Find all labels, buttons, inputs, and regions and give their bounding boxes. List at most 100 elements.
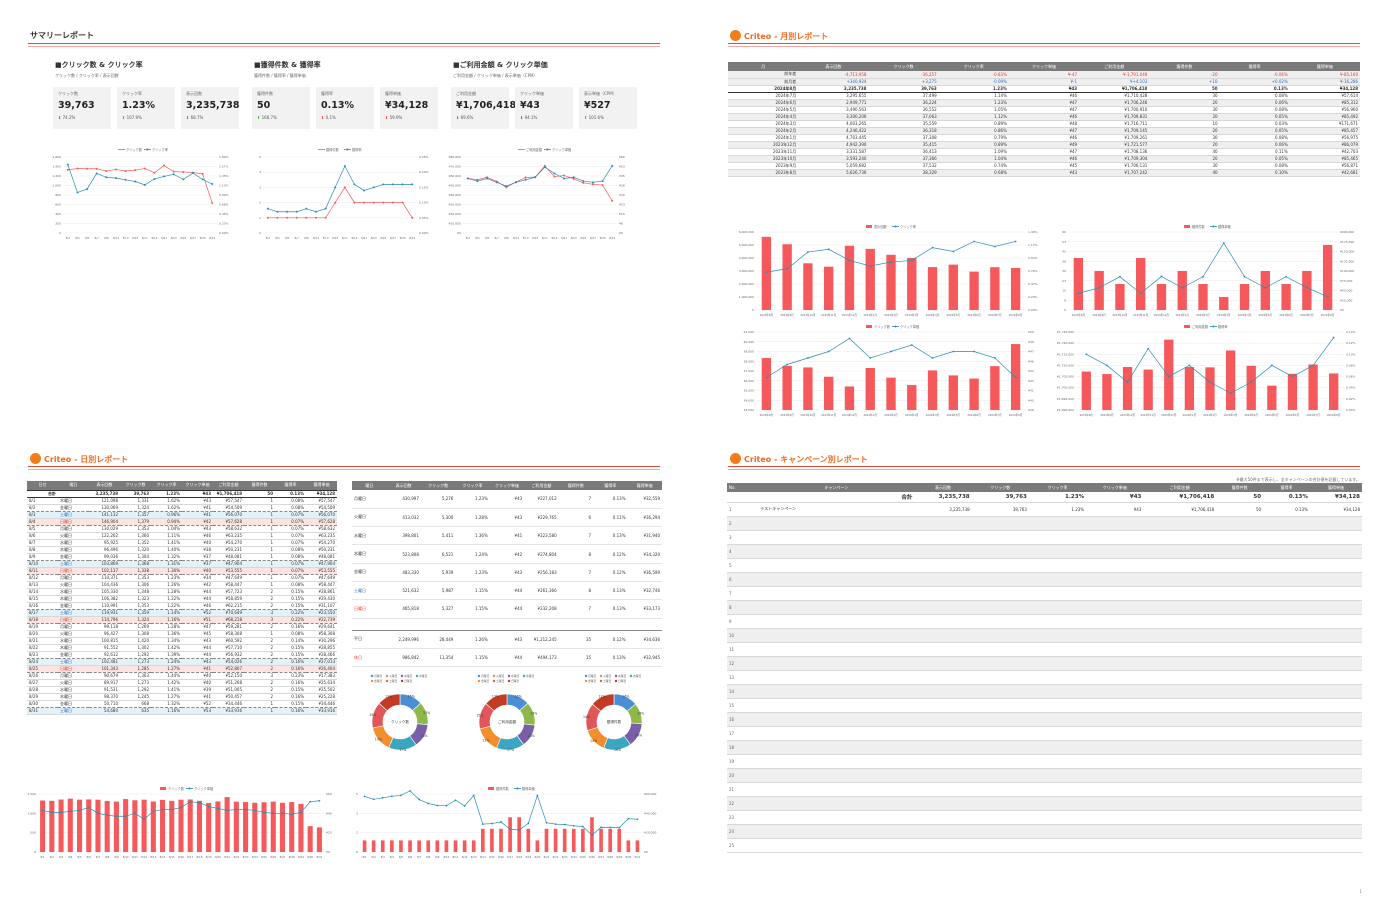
table-cell xyxy=(1309,572,1362,587)
point xyxy=(124,815,127,818)
column-header: 曜日 xyxy=(58,481,89,490)
table-cell xyxy=(1216,530,1264,545)
table-cell: 5,411 xyxy=(420,526,456,546)
x-tick-label: 8/23 xyxy=(171,236,177,240)
table-cell xyxy=(1263,782,1310,797)
bar xyxy=(132,800,138,852)
table-cell: 110,371 xyxy=(89,574,120,582)
bar xyxy=(362,840,367,852)
table-cell: ¥44 xyxy=(182,588,213,596)
slice-label: 14% xyxy=(528,734,535,738)
table-cell: ¥51 xyxy=(182,616,213,624)
legend-label: 獲得率 xyxy=(1218,324,1228,329)
y-tick-label: 5 xyxy=(356,792,358,796)
column-header: クリック単価 xyxy=(1008,62,1080,71)
table-cell xyxy=(1263,768,1310,783)
y-tick-label: 0 xyxy=(34,850,36,854)
table-cell: ¥256,183 xyxy=(524,563,559,582)
x-tick-label: 8/17 xyxy=(187,855,193,859)
chart-legend: 獲得件数 獲得率 xyxy=(318,147,362,152)
table-cell: 0.13% xyxy=(593,599,628,619)
table-row: 5 xyxy=(727,558,1362,573)
table-cell: ¥68,218 xyxy=(213,616,244,624)
table-cell: 2 xyxy=(244,665,275,673)
table-row: 10 xyxy=(727,628,1362,643)
point xyxy=(133,812,136,815)
legend-label: 火曜日 xyxy=(389,674,398,678)
point xyxy=(114,168,117,171)
column-header: キャンペーン xyxy=(758,483,915,492)
table-cell: ¥29,641 xyxy=(306,623,337,631)
bar xyxy=(508,817,512,852)
table-cell: ¥56,070 xyxy=(213,511,244,519)
bar xyxy=(233,801,239,852)
table-cell xyxy=(914,586,972,601)
table-row: 8 xyxy=(727,600,1362,615)
table-cell xyxy=(758,698,915,713)
table-cell: 13 xyxy=(727,670,759,685)
point xyxy=(786,267,789,270)
table-cell: ¥27,013 xyxy=(306,658,337,666)
table-cell: 50 xyxy=(1216,492,1264,503)
point xyxy=(1126,381,1129,384)
column-header: クリック単価 xyxy=(1086,483,1144,492)
table-row: 2024年8月 3,235,738 39,763 1.23% ¥43 ¥1,706,418… xyxy=(728,84,1360,93)
y2-tick-label: ¥175,000 xyxy=(1340,240,1354,244)
table-cell: ¥28,855 xyxy=(306,644,337,652)
table-cell: 7 xyxy=(727,586,759,601)
table-row: 水曜日 398,801 5,411 1.36% ¥41 ¥223,580 7 0.13% ¥31… xyxy=(352,526,662,546)
chart-legend: クリック数 クリック単価 xyxy=(160,786,214,791)
y2-tick-label: ¥40 xyxy=(1028,398,1034,402)
y2-tick-label: ¥50 xyxy=(1028,330,1034,334)
x-tick-label: 8/3 xyxy=(59,855,64,859)
point xyxy=(611,199,614,202)
x-tick-label: 8/22 xyxy=(233,855,239,859)
table-cell xyxy=(1263,530,1310,545)
point xyxy=(890,350,892,353)
table-cell: ¥+4,103 xyxy=(1079,78,1150,86)
point xyxy=(76,167,79,170)
table-cell: ¥46 xyxy=(1008,134,1080,142)
table-cell: 30 xyxy=(1149,134,1220,142)
point xyxy=(87,806,90,809)
bar xyxy=(252,802,258,852)
table-cell: ¥54,270 xyxy=(213,539,244,547)
bar xyxy=(990,366,1000,410)
point xyxy=(115,815,118,818)
table-cell xyxy=(1086,544,1144,559)
donut-slice xyxy=(479,725,502,749)
table-row: 2024年6月 2,949,771 36,224 1.23% ¥47 ¥1,706,246… xyxy=(728,99,1360,107)
point xyxy=(807,357,809,359)
orange-dot-icon xyxy=(730,30,741,41)
title-rule xyxy=(28,46,660,47)
x-tick-label: 8/19 xyxy=(152,236,158,240)
y-tick-label: ¥1,720,000 xyxy=(1057,341,1074,345)
bar xyxy=(1329,373,1339,410)
point xyxy=(363,795,366,798)
table-cell: 0.08% xyxy=(1219,106,1290,114)
bar xyxy=(824,376,834,410)
legend-label: 火曜日 xyxy=(496,674,505,678)
point xyxy=(300,811,302,814)
bar xyxy=(178,799,184,852)
table-cell xyxy=(1086,768,1144,783)
table-row: 8/30 金曜日 50,710 668 1.32% ¥52 ¥34,446 1 0.15% ¥34… xyxy=(27,700,337,708)
x-tick-label: 8/1 xyxy=(266,236,271,240)
table-cell: ¥46 xyxy=(182,602,213,610)
table-cell: 1,357 xyxy=(120,511,151,519)
table-cell: 96,427 xyxy=(89,630,120,638)
bar xyxy=(316,827,322,852)
table-cell xyxy=(1309,796,1362,811)
bar xyxy=(782,244,792,310)
arrow-down-icon: ⬇ xyxy=(385,115,389,120)
column-header: クリック数 xyxy=(120,481,151,490)
table-cell: 635 xyxy=(120,707,151,715)
y2-tick-label: ¥60 xyxy=(326,792,332,796)
table-row: 8/22 木曜日 91,552 1,302 1.42% ¥44 ¥57,710 2 0.15% ¥… xyxy=(27,644,337,652)
y2-tick-label: 1.13% xyxy=(219,184,229,188)
table-cell: 1,285 xyxy=(120,665,151,673)
table-cell xyxy=(1086,614,1144,629)
bar xyxy=(86,799,92,852)
table-cell: 20 xyxy=(1149,155,1220,163)
table-cell: 1,360 xyxy=(120,532,151,540)
